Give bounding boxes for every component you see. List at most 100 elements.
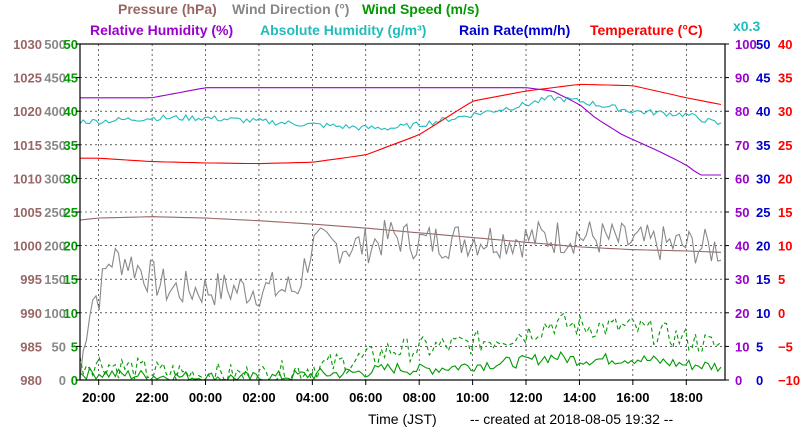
- title-relative-humidity: Relative Humidity (%): [90, 22, 233, 38]
- y-tick-label-pressure: 1025: [13, 71, 42, 86]
- y-tick-label-wind-direction: 400: [44, 104, 66, 119]
- y-tick-label-pressure: 995: [20, 272, 42, 287]
- abs-humidity-scale-note: x0.3: [733, 18, 760, 34]
- y-tick-label-pressure: 990: [20, 306, 42, 321]
- y-tick-label-wind-speed: 15: [64, 272, 78, 287]
- y-tick-label-pressure: 1010: [13, 171, 42, 186]
- x-tick-label: 10:00: [456, 390, 489, 405]
- y-tick-label-wind-direction: 500: [44, 37, 66, 52]
- y-tick-label-relative-humidity: 80: [735, 104, 749, 119]
- series-line-wind-speed-average: [79, 350, 722, 381]
- series-line-wind-speed-gust: [79, 312, 722, 383]
- y-tick-label-wind-direction: 350: [44, 138, 66, 153]
- y-tick-label-wind-speed: 20: [64, 239, 78, 254]
- y-tick-label-temperature: 20: [778, 171, 792, 186]
- y-tick-label-rain-rate: 45: [756, 71, 770, 86]
- y-tick-label-pressure: 985: [20, 339, 42, 354]
- y-tick-label-rain-rate: 5: [756, 339, 763, 354]
- y-tick-label-relative-humidity: 0: [735, 373, 742, 388]
- series-group: [79, 83, 722, 383]
- y-tick-label-temperature: 15: [778, 205, 792, 220]
- x-tick-label: 04:00: [296, 390, 329, 405]
- title-pressure: Pressure (hPa): [118, 1, 217, 17]
- x-tick-label: 06:00: [349, 390, 382, 405]
- y-tick-label-wind-speed: 50: [64, 37, 78, 52]
- x-tick-label: 00:00: [189, 390, 222, 405]
- y-tick-label-relative-humidity: 90: [735, 71, 749, 86]
- y-tick-label-wind-direction: 300: [44, 171, 66, 186]
- y-tick-label-wind-direction: 50: [52, 339, 66, 354]
- y-tick-label-temperature: 30: [778, 104, 792, 119]
- y-tick-label-rain-rate: 10: [756, 306, 770, 321]
- y-tick-label-wind-speed: 35: [64, 138, 78, 153]
- y-tick-label-relative-humidity: 50: [735, 205, 749, 220]
- y-tick-label-pressure: 1030: [13, 37, 42, 52]
- y-tick-label-wind-speed: 10: [64, 306, 78, 321]
- series-line-relative-humidity: [80, 87, 721, 176]
- series-line-pressure: [79, 216, 722, 253]
- grid-lines: [80, 44, 725, 380]
- title-temperature: Temperature (°C): [590, 22, 703, 38]
- x-axis: 20:00 22:00 00:00 02:00 04:00 06:00 08:00 10:00…: [82, 380, 703, 405]
- y-tick-label-rain-rate: 50: [756, 37, 770, 52]
- title-absolute-humidity: Absolute Humidity (g/m³): [260, 22, 426, 38]
- y-tick-label-wind-direction: 450: [44, 71, 66, 86]
- y-tick-label-pressure: 1015: [13, 138, 42, 153]
- title-rain-rate: Rain Rate(mm/h): [459, 22, 570, 38]
- y-tick-label-relative-humidity: 70: [735, 138, 749, 153]
- y-tick-label-wind-direction: 100: [44, 306, 66, 321]
- y-tick-label-wind-speed: 45: [64, 71, 78, 86]
- y-tick-label-pressure: 1005: [13, 205, 42, 220]
- y-tick-label-rain-rate: 30: [756, 171, 770, 186]
- y-tick-label-wind-speed: 25: [64, 205, 78, 220]
- y-tick-label-relative-humidity: 10: [735, 339, 749, 354]
- y-tick-label-temperature: 25: [778, 138, 792, 153]
- x-tick-label: 20:00: [82, 390, 115, 405]
- x-tick-label: 08:00: [403, 390, 436, 405]
- y-tick-label-rain-rate: 40: [756, 104, 770, 119]
- y-tick-label-rain-rate: 25: [756, 205, 770, 220]
- y-tick-label-wind-speed: 40: [64, 104, 78, 119]
- y-tick-label-relative-humidity: 40: [735, 239, 749, 254]
- y-tick-label-wind-speed: 30: [64, 171, 78, 186]
- y-tick-label-rain-rate: 35: [756, 138, 770, 153]
- y-tick-label-rain-rate: 20: [756, 239, 770, 254]
- y-tick-label-wind-direction: 150: [44, 272, 66, 287]
- x-tick-label: 02:00: [242, 390, 275, 405]
- x-tick-label: 22:00: [135, 390, 168, 405]
- y-tick-label-wind-speed: 0: [71, 373, 78, 388]
- y-tick-label-temperature: −10: [778, 373, 800, 388]
- y-tick-label-relative-humidity: 30: [735, 272, 749, 287]
- title-wind-speed: Wind Speed (m/s): [362, 1, 479, 17]
- series-line-absolute-humidity: [79, 95, 722, 131]
- y-tick-label-pressure: 980: [20, 373, 42, 388]
- y-tick-label-temperature: 35: [778, 71, 792, 86]
- y-tick-label-relative-humidity: 60: [735, 171, 749, 186]
- y-tick-label-relative-humidity: 20: [735, 306, 749, 321]
- y-tick-label-temperature: 40: [778, 37, 792, 52]
- series-line-temperature: [80, 83, 722, 165]
- footer-created-at: -- created at 2018-08-05 19:32 --: [470, 411, 673, 427]
- x-axis-label: Time (JST): [368, 411, 437, 427]
- y-tick-label-temperature: 5: [778, 272, 785, 287]
- series-line-wind-direction: [79, 219, 722, 381]
- y-axes: 9809859909951000100510101015102010251030…: [13, 37, 800, 388]
- y-tick-label-rain-rate: 15: [756, 272, 770, 287]
- y-tick-label-wind-speed: 5: [71, 339, 78, 354]
- y-tick-label-relative-humidity: 100: [735, 37, 757, 52]
- y-tick-label-wind-direction: 200: [44, 239, 66, 254]
- x-tick-label: 12:00: [509, 390, 542, 405]
- x-tick-label: 14:00: [563, 390, 596, 405]
- x-tick-label: 18:00: [670, 390, 703, 405]
- y-tick-label-pressure: 1020: [13, 104, 42, 119]
- y-tick-label-pressure: 1000: [13, 239, 42, 254]
- x-tick-label: 16:00: [616, 390, 649, 405]
- y-tick-label-temperature: −5: [778, 339, 793, 354]
- title-wind-direction: Wind Direction (°): [232, 1, 349, 17]
- y-tick-label-temperature: 0: [778, 306, 785, 321]
- y-tick-label-wind-direction: 250: [44, 205, 66, 220]
- y-tick-label-wind-direction: 0: [59, 373, 66, 388]
- y-tick-label-temperature: 10: [778, 239, 792, 254]
- y-tick-label-rain-rate: 0: [756, 373, 763, 388]
